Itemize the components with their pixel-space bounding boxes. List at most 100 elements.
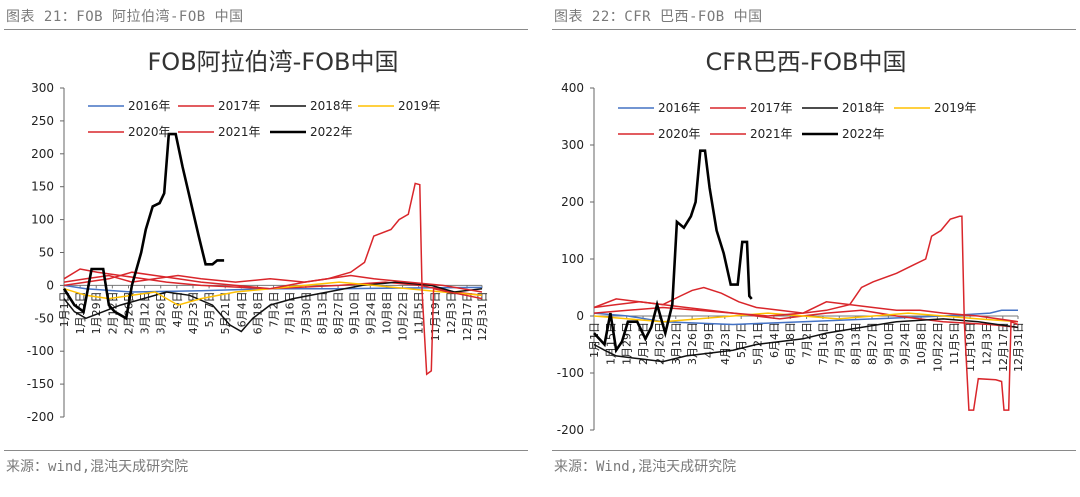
x-tick-label: 12月17日 [461, 291, 474, 341]
y-tick-label: 50 [39, 246, 54, 260]
top-rule [4, 29, 528, 30]
bottom-rule [552, 450, 1076, 451]
legend-label: 2020年 [128, 125, 171, 139]
x-tick-label: 4月23日 [719, 322, 732, 365]
x-tick-label: 8月27日 [332, 291, 345, 334]
source-note: 来源：Wind,混沌天成研究院 [554, 459, 737, 475]
x-tick-label: 5月7日 [735, 322, 748, 358]
x-tick-label: 6月18日 [784, 322, 797, 365]
x-tick-label: 7月2日 [801, 322, 814, 358]
x-tick-label: 9月10日 [882, 322, 895, 365]
x-tick-label: 9月10日 [348, 291, 361, 334]
series-line-6 [62, 132, 225, 321]
legend-label: 2020年 [658, 127, 701, 141]
y-tick-label: 300 [31, 81, 54, 95]
legend-label: 2017年 [218, 99, 261, 113]
x-tick-label: 10月22日 [931, 322, 944, 372]
x-tick-label: 12月31日 [1012, 322, 1025, 372]
y-tick-label: 400 [561, 81, 584, 95]
series-line-2 [593, 318, 1019, 363]
y-tick-label: -150 [27, 377, 54, 391]
series-line-3 [63, 281, 483, 306]
legend-label: 2016年 [128, 99, 171, 113]
x-tick-label: 11月19日 [429, 291, 442, 341]
x-tick-label: 7月16日 [284, 291, 297, 334]
legend-label: 2021年 [218, 125, 261, 139]
figure-label: 图表 21：FOB 阿拉伯湾-FOB 中国 [6, 9, 244, 25]
legend-label: 2022年 [310, 125, 353, 139]
chart-fob-arabian-gulf: FOB阿拉伯湾-FOB中国 300 250 200 150 100 50 0 -50 -100 -1… [27, 48, 489, 424]
series-line-4 [63, 274, 483, 293]
series-line-2 [63, 281, 483, 333]
x-tick-label: 8月13日 [316, 291, 329, 334]
panel-cfr-brazil: 图表 22：CFR 巴西-FOB 中国 CFR巴西-FOB中国 400 300 200… [548, 0, 1078, 497]
x-tick-label: 7月16日 [817, 322, 830, 365]
x-tick-label: 1月29日 [90, 291, 103, 334]
y-tick-label: 100 [31, 213, 54, 227]
chart-title: CFR巴西-FOB中国 [705, 48, 906, 76]
x-tick-label: 6月4日 [768, 322, 781, 358]
y-tick-label: 300 [561, 138, 584, 152]
x-tick-label: 3月12日 [670, 322, 683, 365]
x-tick-label: 2月26日 [653, 322, 666, 365]
series-line-6 [593, 149, 753, 354]
top-rule [552, 29, 1076, 30]
x-tick-label: 6月4日 [235, 291, 248, 327]
x-tick-label: 10月8日 [380, 291, 393, 334]
x-tick-label: 7月30日 [300, 291, 313, 334]
x-tick-label: 1月15日 [74, 291, 87, 334]
legend-label: 2018年 [310, 99, 353, 113]
legend-label: 2019年 [398, 99, 441, 113]
y-tick-label: 200 [31, 147, 54, 161]
y-tick-label: 150 [31, 180, 54, 194]
x-tick-label: 7月30日 [833, 322, 846, 365]
x-tick-label: 11月19日 [964, 322, 977, 372]
x-tick-label: 11月5日 [948, 322, 961, 365]
x-tick-label: 3月12日 [139, 291, 152, 334]
y-tick-label: -100 [557, 366, 584, 380]
x-tick-label: 4月9日 [702, 322, 715, 358]
x-tick-label: 1月1日 [588, 322, 601, 358]
x-tick-label: 5月21日 [752, 322, 765, 365]
legend-label: 2022年 [842, 127, 885, 141]
x-tick-label: 12月31日 [476, 291, 489, 341]
x-tick-label: 12月3日 [980, 322, 993, 365]
series-line-5 [593, 215, 1019, 411]
figure-label: 图表 22：CFR 巴西-FOB 中国 [554, 9, 763, 25]
y-tick-label: 200 [561, 195, 584, 209]
x-tick-label: 12月3日 [445, 291, 458, 334]
y-tick-label: -50 [34, 311, 54, 325]
chart-title: FOB阿拉伯湾-FOB中国 [148, 48, 399, 76]
series-line-5 [63, 182, 483, 376]
x-tick-label: 4月23日 [187, 291, 200, 334]
legend-label: 2018年 [842, 101, 885, 115]
legend-label: 2019年 [934, 101, 977, 115]
x-tick-label: 9月24日 [899, 322, 912, 365]
x-tick-label: 5月7日 [203, 291, 216, 327]
x-tick-label: 3月26日 [155, 291, 168, 334]
source-note: 来源：wind,混沌天成研究院 [6, 459, 189, 475]
legend-label: 2016年 [658, 101, 701, 115]
bottom-rule [4, 450, 528, 451]
x-tick-label: 7月2日 [268, 291, 281, 327]
series-line-4 [593, 286, 1019, 323]
x-tick-label: 10月8日 [915, 322, 928, 365]
y-tick-label: -100 [27, 344, 54, 358]
y-tick-label: 100 [561, 252, 584, 266]
y-tick-label: 250 [31, 114, 54, 128]
y-tick-label: 0 [576, 309, 584, 323]
x-tick-label: 6月18日 [251, 291, 264, 334]
y-tick-label: -200 [557, 423, 584, 437]
legend-label: 2021年 [750, 127, 793, 141]
x-tick-label: 5月21日 [219, 291, 232, 334]
legend-label: 2017年 [750, 101, 793, 115]
x-tick-label: 1月1日 [58, 291, 71, 327]
x-tick-label: 12月17日 [997, 322, 1010, 372]
series-line-0 [593, 309, 1018, 326]
x-tick-label: 8月13日 [850, 322, 863, 365]
x-tick-label: 3月26日 [686, 322, 699, 365]
panel-fob-arabian-gulf: 图表 21：FOB 阿拉伯湾-FOB 中国 FOB阿拉伯湾-FOB中国 300 25… [0, 0, 530, 497]
series-line-1 [63, 268, 483, 297]
y-tick-label: 0 [46, 278, 54, 292]
